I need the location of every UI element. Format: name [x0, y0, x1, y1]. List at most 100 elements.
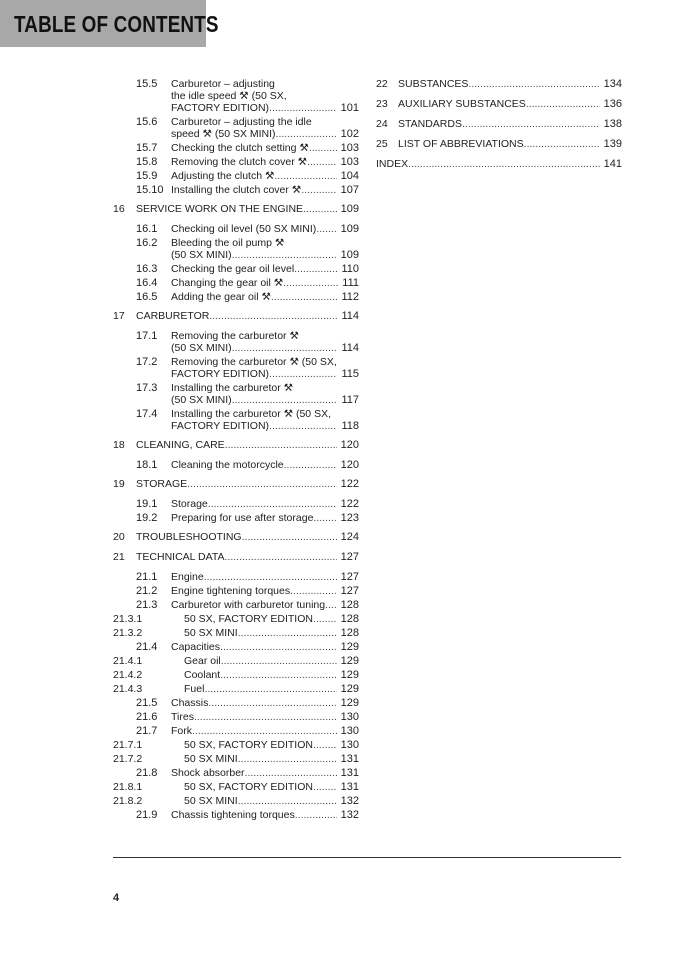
toc-entry[interactable]: 16.2 Bleeding the oil pump ⚒ (50 SX MINI) …: [113, 237, 359, 261]
toc-entry-number: 16.4: [136, 277, 158, 289]
dot-leader: ........................................…: [294, 263, 338, 275]
toc-entry-title: (50 SX MINI): [171, 394, 232, 406]
toc-entry[interactable]: 15.9 Adjusting the clutch ⚒ .............…: [113, 170, 359, 182]
toc-entry[interactable]: 21.7 Fork ...............................…: [113, 725, 359, 737]
toc-entry-line: FACTORY EDITION) .......................…: [171, 420, 359, 432]
toc-entry[interactable]: 17.3 Installing the carburetor ⚒ (50 SX MI…: [113, 382, 359, 406]
toc-entry-page: 131: [340, 753, 359, 765]
toc-entry-number: 19.2: [136, 512, 158, 524]
toc-entry[interactable]: 18 CLEANING, CARE .......................…: [113, 439, 359, 451]
toc-entry[interactable]: INDEX ..................................…: [376, 158, 622, 170]
toc-entry[interactable]: 15.10 Installing the clutch cover ⚒ .....…: [113, 184, 359, 196]
toc-entry[interactable]: 21.3.2 50 SX MINI .......................…: [113, 627, 359, 639]
toc-entry-title: (50 SX MINI): [171, 249, 232, 261]
toc-entry-line: Chassis ................................…: [171, 697, 359, 709]
toc-entry[interactable]: 25 LIST OF ABBREVIATIONS ................…: [376, 138, 622, 150]
toc-entry-page: 139: [603, 138, 622, 150]
toc-entry-line: Fuel ...................................…: [184, 683, 359, 695]
toc-entry[interactable]: 16 SERVICE WORK ON THE ENGINE ...........…: [113, 203, 359, 215]
dot-leader: ........................................…: [301, 184, 337, 196]
toc-entry[interactable]: 15.8 Removing the clutch cover ⚒ ........…: [113, 156, 359, 168]
toc-entry-number: 21.7: [136, 725, 158, 737]
dot-leader: ........................................…: [290, 585, 337, 597]
toc-entry-line: Adding the gear oil ⚒ ..................…: [171, 291, 359, 303]
toc-entry[interactable]: 16.3 Checking the gear oil level ........…: [113, 263, 359, 275]
dot-leader: ........................................…: [307, 156, 337, 168]
toc-entry-number: 21: [113, 551, 125, 563]
toc-entry-page: 114: [341, 310, 359, 322]
toc-entry[interactable]: 21.7.2 50 SX MINI .......................…: [113, 753, 359, 765]
toc-entry[interactable]: 21.3 Carburetor with carburetor tuning ..…: [113, 599, 359, 611]
toc-entry-line: Removing the carburetor ⚒: [171, 330, 299, 342]
toc-entry[interactable]: 21 TECHNICAL DATA .......................…: [113, 551, 359, 563]
toc-entry-number: 21.4.2: [113, 669, 143, 681]
dot-leader: ........................................…: [312, 739, 337, 751]
toc-entry-page: 109: [340, 203, 359, 215]
toc-entry-page: 130: [340, 739, 359, 751]
toc-entry[interactable]: 20 TROUBLESHOOTING ......................…: [113, 531, 359, 543]
toc-entry-title: 50 SX, FACTORY EDITION: [184, 781, 313, 793]
toc-entry-title: Removing the clutch cover ⚒: [171, 156, 308, 168]
toc-entry-line: SERVICE WORK ON THE ENGINE .............…: [136, 203, 359, 215]
toc-entry[interactable]: 21.4.1 Gear oil .........................…: [113, 655, 359, 667]
toc-entry[interactable]: 17.1 Removing the carburetor ⚒ (50 SX MINI…: [113, 330, 359, 354]
dot-leader: ........................................…: [316, 223, 337, 235]
toc-entry[interactable]: 21.9 Chassis tightening torques .........…: [113, 809, 359, 821]
toc-entry[interactable]: 21.5 Chassis ............................…: [113, 697, 359, 709]
dot-leader: ........................................…: [303, 203, 337, 215]
toc-entry[interactable]: 21.4.2 Coolant ..........................…: [113, 669, 359, 681]
toc-entry-page: 127: [340, 571, 359, 583]
toc-entry-number: 15.10: [136, 184, 164, 196]
toc-entry[interactable]: 15.7 Checking the clutch setting ⚒ ......…: [113, 142, 359, 154]
toc-entry-title: STORAGE: [136, 478, 188, 490]
toc-entry-page: 129: [340, 669, 359, 681]
toc-entry-line: 50 SX, FACTORY EDITION .................…: [184, 781, 359, 793]
toc-entry[interactable]: 16.4 Changing the gear oil ⚒ ............…: [113, 277, 359, 289]
toc-entry[interactable]: 17.4 Installing the carburetor ⚒ (50 SX, F…: [113, 408, 359, 432]
toc-entry[interactable]: 16.1 Checking oil level (50 SX MINI) ....…: [113, 223, 359, 235]
toc-entry[interactable]: 21.4 Capacities .........................…: [113, 641, 359, 653]
toc-entry[interactable]: 23 AUXILIARY SUBSTANCES .................…: [376, 98, 622, 110]
toc-entry-line: STANDARDS ..............................…: [398, 118, 622, 130]
toc-entry-title: FACTORY EDITION): [171, 368, 270, 380]
toc-entry-line: 50 SX, FACTORY EDITION .................…: [184, 739, 359, 751]
dot-leader: ........................................…: [269, 368, 337, 380]
toc-entry-title: Chassis: [171, 697, 209, 709]
toc-entry[interactable]: 15.5 Carburetor – adjusting the idle speed…: [113, 78, 359, 114]
toc-entry-title: Chassis tightening torques: [171, 809, 295, 821]
toc-entry[interactable]: 17 CARBURETOR ...........................…: [113, 310, 359, 322]
toc-entry[interactable]: 21.8 Shock absorber .....................…: [113, 767, 359, 779]
toc-entry[interactable]: 21.2 Engine tightening torques ..........…: [113, 585, 359, 597]
toc-entry[interactable]: 19.1 Storage ............................…: [113, 498, 359, 510]
toc-entry-title: CLEANING, CARE: [136, 439, 225, 451]
toc-entry-number: 17.1: [136, 330, 158, 342]
toc-entry[interactable]: 21.1 Engine .............................…: [113, 571, 359, 583]
toc-entry[interactable]: 24 STANDARDS ............................…: [376, 118, 622, 130]
toc-entry[interactable]: 21.7.1 50 SX, FACTORY EDITION ...........…: [113, 739, 359, 751]
toc-entry[interactable]: 17.2 Removing the carburetor ⚒ (50 SX, FAC…: [113, 356, 359, 380]
toc-entry[interactable]: 19.2 Preparing for use after storage ....…: [113, 512, 359, 524]
toc-entry-line: Engine .................................…: [171, 571, 359, 583]
toc-entry-title: INDEX: [376, 158, 409, 170]
toc-entry-line: speed ⚒ (50 SX MINI) ...................…: [171, 128, 359, 140]
toc-entry-line: Carburetor with carburetor tuning ......…: [171, 599, 359, 611]
toc-entry[interactable]: 21.8.1 50 SX, FACTORY EDITION ...........…: [113, 781, 359, 793]
toc-entry[interactable]: 21.6 Tires ..............................…: [113, 711, 359, 723]
toc-entry[interactable]: 21.4.3 Fuel .............................…: [113, 683, 359, 695]
toc-entry[interactable]: 15.6 Carburetor – adjusting the idle speed…: [113, 116, 359, 140]
dot-leader: ........................................…: [220, 669, 337, 681]
toc-entry[interactable]: 21.8.2 50 SX MINI .......................…: [113, 795, 359, 807]
dot-leader: ........................................…: [204, 683, 336, 695]
toc-entry-line: (50 SX MINI) ...........................…: [171, 249, 359, 261]
toc-entry[interactable]: 22 SUBSTANCES ...........................…: [376, 78, 622, 90]
toc-entry-page: 103: [340, 156, 359, 168]
toc-entry[interactable]: 21.3.1 50 SX, FACTORY EDITION ...........…: [113, 613, 359, 625]
toc-entry[interactable]: 16.5 Adding the gear oil ⚒ ..............…: [113, 291, 359, 303]
toc-entry-page: 130: [340, 711, 359, 723]
toc-entry[interactable]: 19 STORAGE ..............................…: [113, 478, 359, 490]
toc-entry[interactable]: 18.1 Cleaning the motorcycle ............…: [113, 459, 359, 471]
toc-entry-number: 18.1: [136, 459, 158, 471]
toc-entry-number: 20: [113, 531, 125, 543]
dot-leader: ........................................…: [269, 102, 337, 114]
toc-entry-page: 107: [340, 184, 359, 196]
